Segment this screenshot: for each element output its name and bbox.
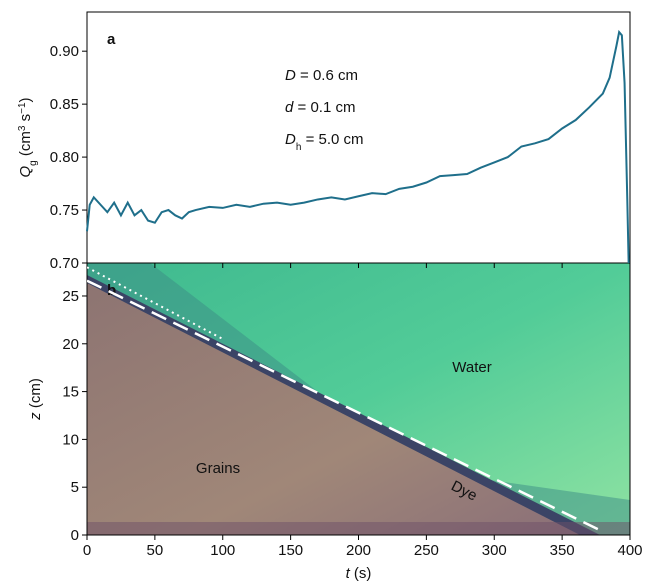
x-tick-label: 300 [482,542,507,559]
x-tick-label: 0 [83,542,91,559]
bottom-edge [87,522,630,535]
text-part: = 0.6 cm [296,67,358,84]
text-part: z [27,412,44,421]
text-part: (s) [350,565,372,582]
text-part: ) [17,97,34,102]
y-axis-label: z (cm) [27,378,44,421]
y-tick-label: 0.70 [50,255,79,272]
text-part: = 5.0 cm [301,131,363,148]
y-axis-label: Qg (cm3 s−1) [17,97,39,177]
text-part: d [285,99,294,116]
y-tick-label: 15 [62,384,79,401]
x-axis-label: t (s) [346,565,372,582]
annotation: d = 0.1 cm [285,99,355,116]
annotation: D = 0.6 cm [285,67,358,84]
annotation: Dh = 5.0 cm [285,131,364,153]
x-tick-label: 100 [210,542,235,559]
photo-background [87,263,630,535]
text-part: s [17,114,34,126]
text-part: (cm) [27,378,44,412]
panel-label: b [107,282,116,299]
text-part: g [28,160,39,166]
y-tick-label: 5 [71,479,79,496]
text-part: h [296,142,302,153]
x-tick-label: 50 [147,542,164,559]
x-tick-label: 400 [617,542,642,559]
text-part: (cm [17,131,34,160]
x-tick-label: 350 [550,542,575,559]
y-tick-label: 0.90 [50,43,79,60]
text-part: D [285,131,296,148]
x-tick-label: 200 [346,542,371,559]
front-line [87,266,224,340]
text-part: Q [17,166,34,178]
panel-label: a [107,31,116,48]
text-part: −1 [17,102,28,114]
text-part: = 0.1 cm [293,99,355,116]
text-part: 3 [17,125,28,131]
y-tick-label: 10 [62,431,79,448]
region-label: Grains [196,460,240,477]
y-tick-label: 0 [71,527,79,544]
y-tick-label: 0.75 [50,202,79,219]
text-part: D [285,67,296,84]
flow-rate-line [86,29,630,264]
y-tick-label: 0.85 [50,96,79,113]
y-tick-label: 20 [62,336,79,353]
region-label: Water [452,359,491,376]
text-part: t [346,565,351,582]
y-tick-label: 25 [62,288,79,305]
x-tick-label: 250 [414,542,439,559]
grain-region [87,283,580,535]
y-tick-label: 0.80 [50,149,79,166]
x-tick-label: 150 [278,542,303,559]
